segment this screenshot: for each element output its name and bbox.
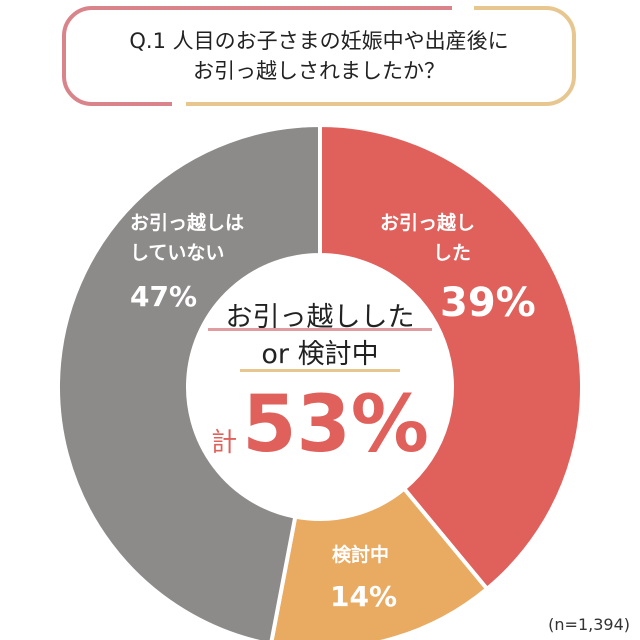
value-moved: 39%: [440, 280, 536, 326]
value-not-moved: 47%: [130, 280, 198, 313]
label-moved: お引っ越し した: [380, 212, 476, 264]
label-considering: 検討中: [332, 544, 390, 566]
slice-not-moved: [56, 122, 322, 640]
question-title: Q.1 人目のお子さまの妊娠中や出産後に お引っ越しされましたか？: [62, 26, 576, 86]
title-frame: [62, 6, 576, 106]
slice-moved: [318, 122, 584, 592]
slice-considering: [269, 485, 490, 640]
sample-size-note: (n=1,394): [548, 615, 630, 634]
center-line-2: or 検討中: [261, 339, 379, 370]
title-line-1: Q.1 人目のお子さまの妊娠中や出産後に: [129, 29, 509, 53]
center-line-1: お引っ越しした: [225, 302, 415, 333]
title-line-2: お引っ越しされましたか？: [193, 59, 445, 83]
value-considering: 14%: [330, 580, 398, 613]
center-summary: お引っ越しした or 検討中 計 53%: [190, 300, 450, 470]
center-total: 53%: [242, 380, 429, 470]
center-prefix: 計: [211, 428, 238, 458]
label-not-moved: お引っ越しは していない: [130, 212, 245, 264]
